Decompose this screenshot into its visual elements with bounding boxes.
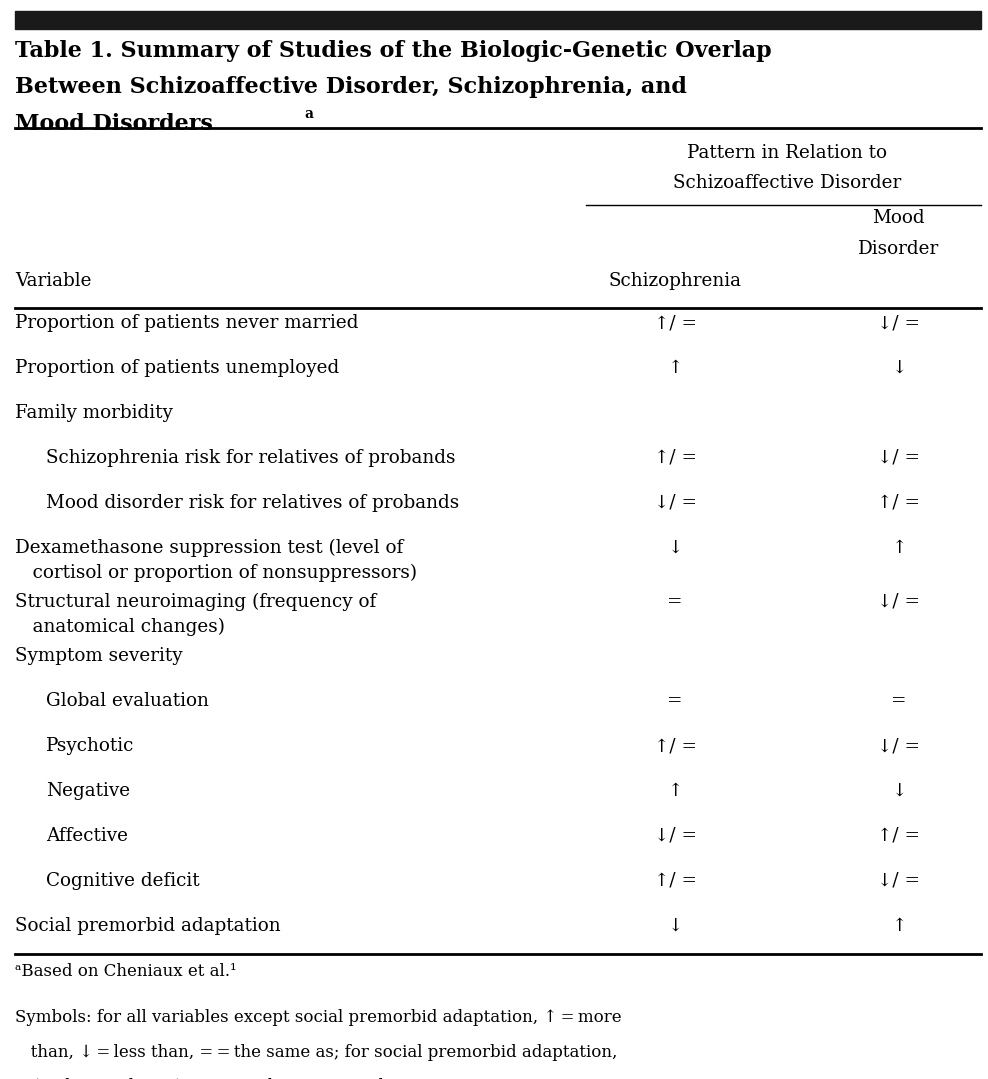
Text: Schizophrenia: Schizophrenia (609, 272, 742, 290)
Text: Variable: Variable (15, 272, 91, 290)
Text: Negative: Negative (46, 782, 130, 800)
Text: Disorder: Disorder (859, 240, 940, 258)
Text: anatomical changes): anatomical changes) (15, 618, 225, 636)
Text: ↓/ =: ↓/ = (654, 494, 697, 511)
Text: Schizoaffective Disorder: Schizoaffective Disorder (673, 174, 901, 192)
Text: Psychotic: Psychotic (46, 737, 134, 755)
Text: Family morbidity: Family morbidity (15, 404, 173, 422)
Text: ↑: ↑ (891, 917, 907, 934)
Text: ᵃBased on Cheniaux et al.¹: ᵃBased on Cheniaux et al.¹ (15, 964, 236, 981)
Text: ↓/ =: ↓/ = (877, 872, 921, 890)
Text: Between Schizoaffective Disorder, Schizophrenia, and: Between Schizoaffective Disorder, Schizo… (15, 77, 687, 98)
Text: Mood Disorders: Mood Disorders (15, 112, 212, 135)
Text: Schizophrenia risk for relatives of probands: Schizophrenia risk for relatives of prob… (46, 449, 455, 467)
Text: =: = (891, 693, 907, 710)
Text: Global evaluation: Global evaluation (46, 693, 209, 710)
Text: ↓/ =: ↓/ = (877, 593, 921, 611)
Text: ↓/ =: ↓/ = (877, 314, 921, 332)
Text: Structural neuroimaging (frequency of: Structural neuroimaging (frequency of (15, 593, 376, 611)
Text: Symptom severity: Symptom severity (15, 647, 183, 666)
Text: Proportion of patients unemployed: Proportion of patients unemployed (15, 359, 339, 377)
Text: Affective: Affective (46, 827, 128, 845)
Text: ↓: ↓ (668, 538, 683, 557)
Text: Dexamethasone suppression test (level of: Dexamethasone suppression test (level of (15, 538, 403, 557)
Text: ↑/ =: ↑/ = (654, 314, 697, 332)
Text: Mood disorder risk for relatives of probands: Mood disorder risk for relatives of prob… (46, 494, 459, 511)
Text: ↓/ =: ↓/ = (877, 737, 921, 755)
Text: =: = (667, 693, 683, 710)
Text: =: = (667, 593, 683, 611)
Text: ↓: ↓ (891, 359, 907, 377)
Text: Symbols: for all variables except social premorbid adaptation, ↑ = more: Symbols: for all variables except social… (15, 1009, 621, 1026)
Text: cortisol or proportion of nonsuppressors): cortisol or proportion of nonsuppressors… (15, 563, 417, 582)
Text: Cognitive deficit: Cognitive deficit (46, 872, 200, 890)
Text: ↑: ↑ (668, 782, 683, 800)
Text: Social premorbid adaptation: Social premorbid adaptation (15, 917, 281, 934)
Text: ↓: ↓ (891, 782, 907, 800)
Bar (15, 12, 981, 29)
Text: ↑/ =: ↑/ = (654, 449, 697, 467)
Text: Mood: Mood (872, 209, 925, 227)
Text: ↑/ =: ↑/ = (654, 737, 697, 755)
Text: ↑/ =: ↑/ = (877, 494, 921, 511)
Text: Proportion of patients never married: Proportion of patients never married (15, 314, 359, 332)
Text: Table 1. Summary of Studies of the Biologic-Genetic Overlap: Table 1. Summary of Studies of the Biolo… (15, 40, 772, 63)
Text: ↑/ =: ↑/ = (877, 827, 921, 845)
Text: a: a (304, 107, 313, 121)
Text: Pattern in Relation to: Pattern in Relation to (687, 145, 887, 162)
Text: ↑: ↑ (668, 359, 683, 377)
Text: ↓: ↓ (668, 917, 683, 934)
Text: ↓/ =: ↓/ = (654, 827, 697, 845)
Text: ↑/ =: ↑/ = (654, 872, 697, 890)
Text: than, ↓ = less than, = = the same as; for social premorbid adaptation,: than, ↓ = less than, = = the same as; fo… (15, 1043, 618, 1061)
Text: ↓/ =: ↓/ = (877, 449, 921, 467)
Text: ↑: ↑ (891, 538, 907, 557)
